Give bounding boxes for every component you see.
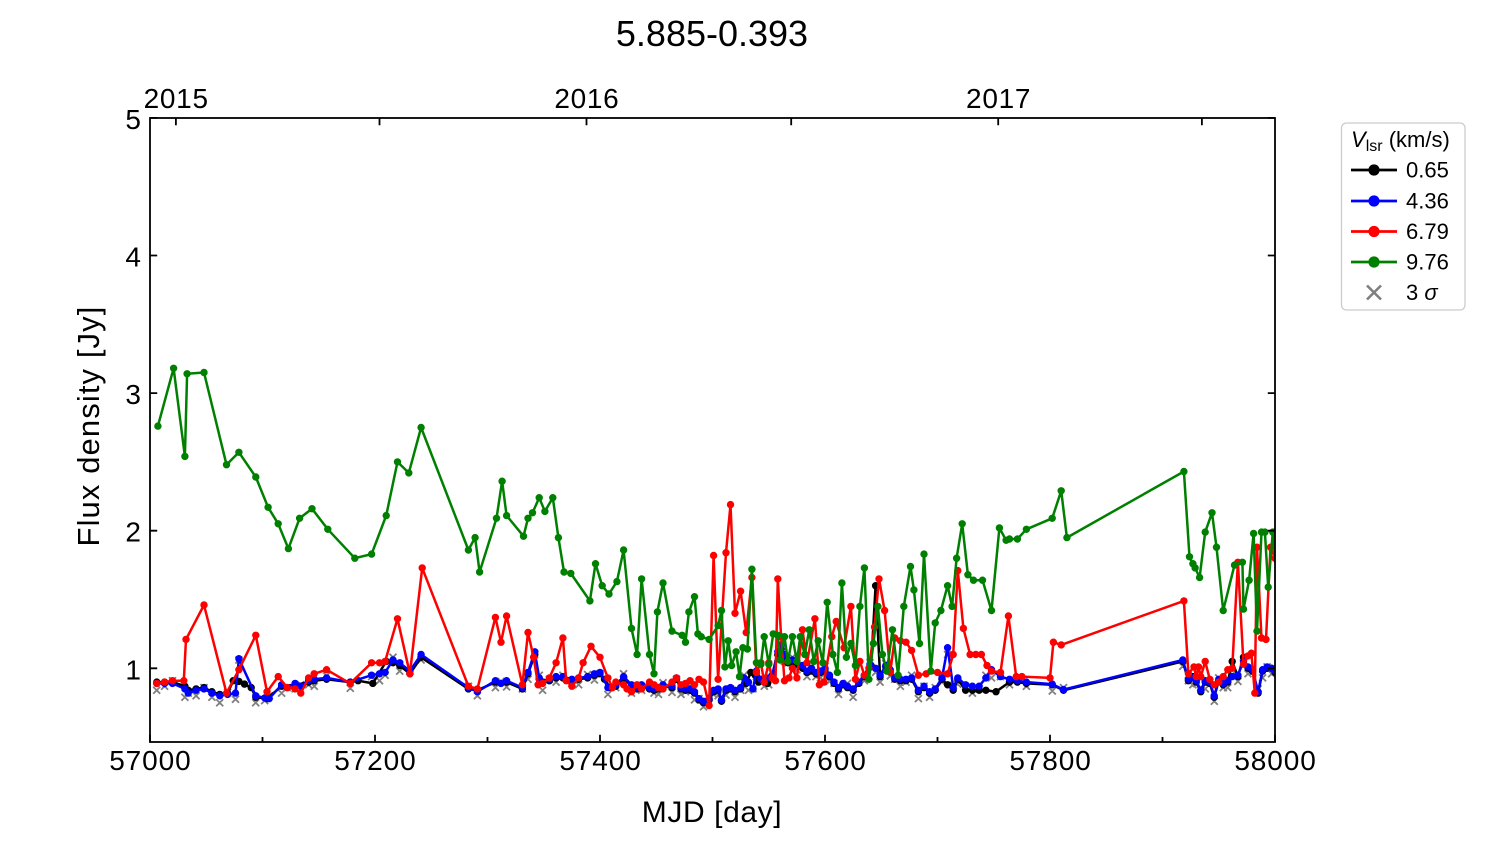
svg-text:Vlsr (km/s): Vlsr (km/s) xyxy=(1351,127,1450,155)
svg-text:MJD [day]: MJD [day] xyxy=(642,796,782,829)
svg-text:4.36: 4.36 xyxy=(1406,189,1449,214)
svg-text:Flux density [Jy]: Flux density [Jy] xyxy=(71,306,106,547)
svg-text:5: 5 xyxy=(125,104,141,135)
svg-text:57000: 57000 xyxy=(109,745,191,776)
svg-text:2: 2 xyxy=(125,517,141,548)
svg-text:3: 3 xyxy=(125,379,141,410)
svg-text:57600: 57600 xyxy=(784,745,866,776)
svg-text:2016: 2016 xyxy=(554,83,619,114)
svg-text:2015: 2015 xyxy=(144,83,209,114)
svg-text:57800: 57800 xyxy=(1009,745,1091,776)
svg-text:5.885-0.393: 5.885-0.393 xyxy=(616,13,808,54)
svg-text:6.79: 6.79 xyxy=(1406,219,1449,244)
svg-text:57400: 57400 xyxy=(559,745,641,776)
svg-text:0.65: 0.65 xyxy=(1406,158,1449,183)
svg-text:4: 4 xyxy=(125,242,141,273)
svg-text:3 σ: 3 σ xyxy=(1406,280,1438,305)
svg-text:9.76: 9.76 xyxy=(1406,250,1449,275)
svg-text:2017: 2017 xyxy=(966,83,1031,114)
svg-text:58000: 58000 xyxy=(1234,745,1316,776)
svg-text:57200: 57200 xyxy=(334,745,416,776)
svg-text:1: 1 xyxy=(125,654,141,685)
